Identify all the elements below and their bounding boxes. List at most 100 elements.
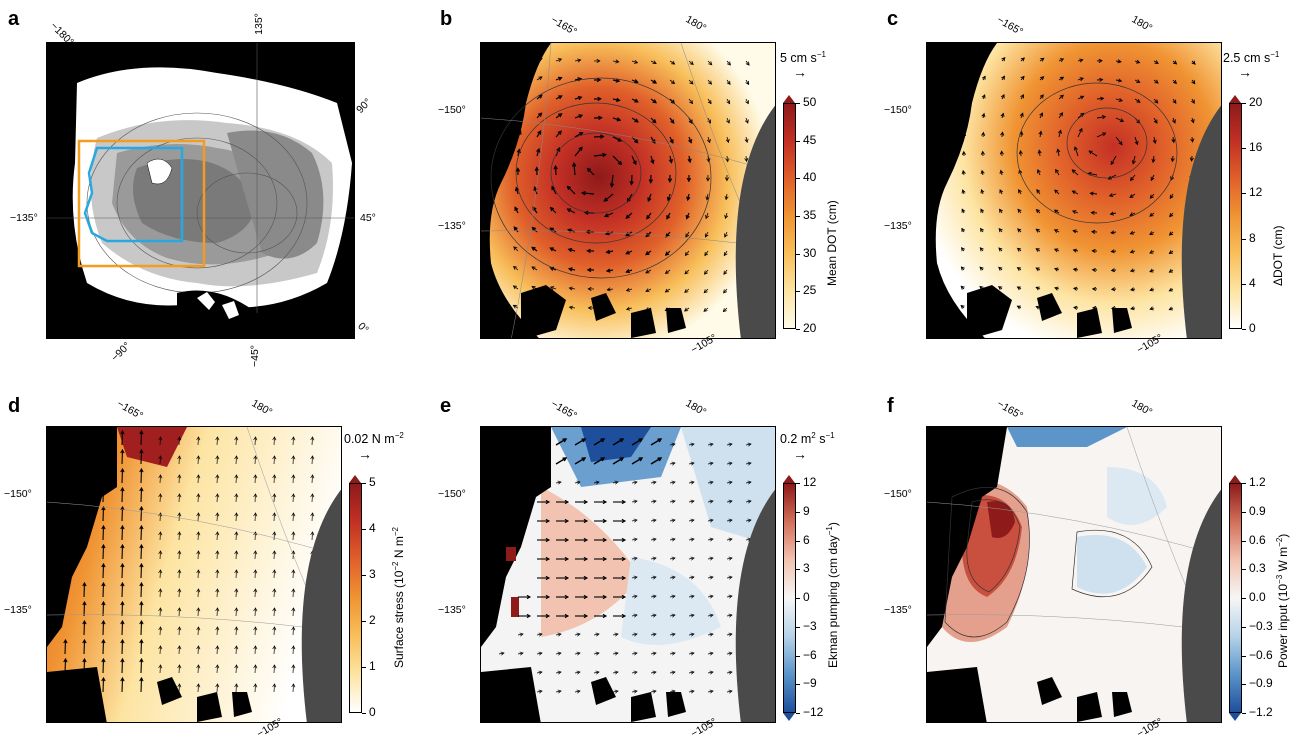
colorbar-e (783, 483, 796, 713)
colorbar-tick (1242, 598, 1246, 599)
colorbar-tick-label: 20 (803, 321, 816, 335)
colorbar-title-e: Ekman pumping (cm day−1) (825, 522, 840, 668)
colorbar-tick-label: 0.9 (1249, 504, 1266, 518)
colorbar-f (1229, 483, 1242, 713)
vector-reference-e: 0.2 m2 s−1 (780, 431, 835, 446)
colorbar-extend-bottom (1229, 329, 1241, 337)
colorbar-tick (1242, 193, 1246, 194)
panel-f-map (926, 426, 1222, 723)
deg-label: 0° (355, 320, 371, 336)
deg-label: 180° (249, 397, 274, 418)
panel-label-d: d (8, 395, 20, 418)
colorbar-extend-top (783, 475, 795, 483)
colorbar-tick (796, 291, 800, 292)
colorbar-tick-label: 35 (803, 208, 816, 222)
deg-label: 90° (354, 96, 374, 116)
colorbar-tick-label: 4 (1249, 276, 1256, 290)
colorbar-tick (796, 483, 800, 484)
colorbar-d (349, 483, 362, 713)
deg-label: 180° (683, 13, 708, 34)
deg-label: 180° (1129, 13, 1154, 34)
colorbar-tick (1242, 684, 1246, 685)
colorbar-tick-label: 0 (803, 590, 810, 604)
colorbar-tick (362, 483, 366, 484)
vector-reference-b: 5 cm s−1 (780, 50, 826, 65)
colorbar-c (1229, 103, 1242, 329)
deg-label: −135° (10, 212, 38, 224)
panel-d-stress-field (47, 427, 342, 723)
colorbar-tick (796, 178, 800, 179)
colorbar-extend-bottom (1229, 713, 1241, 721)
colorbar-tick-label: −3 (803, 619, 817, 633)
deg-label: −135° (438, 604, 466, 616)
colorbar-tick (1242, 627, 1246, 628)
deg-label: −150° (438, 104, 466, 116)
panel-label-f: f (887, 395, 894, 418)
deg-label: −90° (109, 340, 133, 364)
deg-label: −165° (549, 398, 579, 422)
deg-label: −135° (884, 604, 912, 616)
vector-reference-c: 2.5 cm s−1 (1223, 50, 1279, 65)
colorbar-tick-label: 2 (369, 613, 376, 627)
deg-label: 180° (1129, 397, 1154, 418)
panel-a-map (46, 42, 355, 339)
colorbar-tick (796, 103, 800, 104)
colorbar-tick-label: −1.2 (1249, 705, 1273, 719)
panel-a-bathymetry (47, 43, 355, 339)
colorbar-tick-label: 1 (369, 659, 376, 673)
panel-b-dot-field (481, 43, 776, 339)
colorbar-tick-label: 45 (803, 133, 816, 147)
deg-label: −150° (884, 488, 912, 500)
colorbar-tick-label: 16 (1249, 140, 1262, 154)
deg-label: −150° (884, 104, 912, 116)
colorbar-tick-label: 0 (369, 705, 376, 719)
colorbar-tick-label: −12 (803, 705, 823, 719)
colorbar-tick (796, 329, 800, 330)
colorbar-tick-label: −6 (803, 648, 817, 662)
colorbar-extend-top (1229, 95, 1241, 103)
colorbar-tick-label: 50 (803, 95, 816, 109)
deg-label: −150° (4, 488, 32, 500)
colorbar-title-f: Power input (10−3 W m−2) (1275, 534, 1290, 668)
deg-label: −165° (115, 398, 145, 422)
colorbar-tick-label: 5 (369, 475, 376, 489)
colorbar-tick (796, 541, 800, 542)
colorbar-tick (1242, 569, 1246, 570)
panel-label-e: e (440, 395, 451, 418)
colorbar-tick-label: 0.3 (1249, 561, 1266, 575)
colorbar-tick (796, 569, 800, 570)
deg-label: −135° (438, 220, 466, 232)
colorbar-tick-label: 4 (369, 521, 376, 535)
deg-label: 135° (253, 13, 265, 35)
panel-label-b: b (440, 8, 452, 31)
colorbar-tick (796, 216, 800, 217)
colorbar-title-d: Surface stress (10−2 N m−2 (391, 527, 406, 668)
colorbar-tick (796, 512, 800, 513)
colorbar-tick (1242, 148, 1246, 149)
panel-label-c: c (887, 8, 898, 31)
colorbar-tick-label: 30 (803, 246, 816, 260)
colorbar-tick (362, 667, 366, 668)
panel-e-ekman-field (481, 427, 776, 723)
colorbar-tick-label: 3 (803, 561, 810, 575)
colorbar-extend-top (349, 475, 361, 483)
colorbar-tick-label: 20 (1249, 95, 1262, 109)
colorbar-tick (796, 141, 800, 142)
colorbar-tick-label: 3 (369, 567, 376, 581)
colorbar-extend-bottom (349, 713, 361, 721)
colorbar-tick (362, 575, 366, 576)
panel-e-map (480, 426, 776, 723)
colorbar-title-b: Mean DOT (cm) (825, 200, 839, 286)
panel-f-power-field (927, 427, 1222, 723)
colorbar-tick (1242, 239, 1246, 240)
reference-arrow-icon: → (358, 446, 372, 462)
colorbar-tick-label: −9 (803, 676, 817, 690)
colorbar-tick (796, 627, 800, 628)
colorbar-tick-label: −0.3 (1249, 619, 1273, 633)
colorbar-tick-label: 8 (1249, 231, 1256, 245)
colorbar-tick-label: −0.6 (1249, 648, 1273, 662)
colorbar-tick-label: 25 (803, 283, 816, 297)
colorbar-tick (796, 684, 800, 685)
colorbar-tick-label: 1.2 (1249, 475, 1266, 489)
colorbar-tick (796, 598, 800, 599)
